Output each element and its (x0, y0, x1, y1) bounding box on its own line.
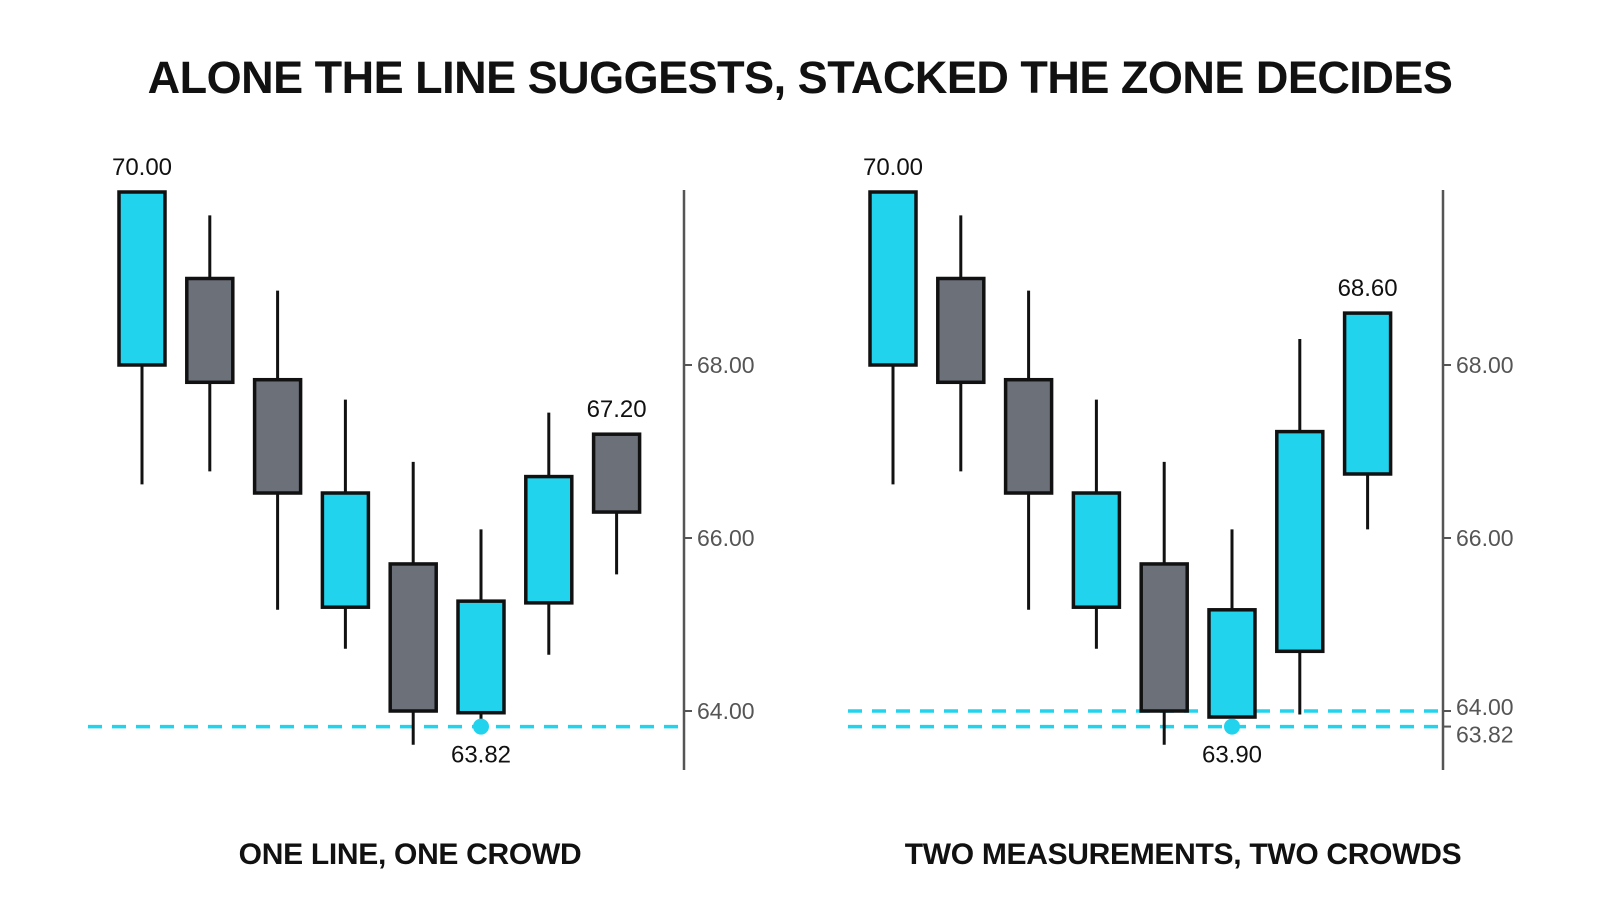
price-label: 70.00 (863, 154, 923, 181)
candle (117, 190, 167, 485)
candle (456, 529, 506, 727)
candle-body (868, 190, 918, 367)
low-marker-dot (473, 718, 489, 735)
candle-body (456, 599, 506, 715)
price-label: 70.00 (112, 154, 172, 181)
candle (524, 412, 574, 655)
candle-body (1275, 429, 1325, 654)
y-tick-label: 63.82 (1456, 722, 1514, 748)
y-tick-label: 64.00 (697, 698, 755, 724)
candle (868, 190, 918, 485)
candle-body (252, 377, 303, 495)
price-label: 67.20 (587, 396, 647, 423)
candle (185, 215, 235, 472)
y-tick-label: 66.00 (1456, 525, 1514, 551)
candle (1275, 339, 1325, 715)
candle-body (1342, 311, 1393, 476)
candle-body (524, 474, 574, 605)
candle (936, 215, 986, 472)
y-tick-label: 68.00 (1456, 352, 1514, 378)
candle-body (1207, 608, 1257, 719)
caption-right: TWO MEASUREMENTS, TWO CROWDS (904, 838, 1462, 871)
low-marker-dot (1224, 718, 1240, 735)
candle-body (1139, 562, 1189, 713)
candle-body (320, 491, 371, 609)
candle (591, 432, 642, 575)
candle (1139, 461, 1189, 745)
candle (1003, 290, 1054, 610)
candle-body (1071, 491, 1122, 609)
candle-body (591, 432, 642, 514)
caption-left: ONE LINE, ONE CROWD (238, 838, 582, 871)
y-tick-label: 64.00 (1456, 694, 1514, 720)
candle (320, 399, 371, 649)
chart-title: ALONE THE LINE SUGGESTS, STACKED THE ZON… (147, 52, 1453, 103)
y-tick-label: 66.00 (697, 525, 755, 551)
candle-body (936, 276, 986, 385)
candle (388, 461, 438, 745)
price-label: 63.82 (451, 742, 511, 769)
candle (252, 290, 303, 610)
candle (1071, 399, 1122, 649)
price-label: 63.90 (1202, 742, 1262, 769)
candle (1342, 311, 1393, 530)
y-tick-label: 68.00 (697, 352, 755, 378)
candle-body (117, 190, 167, 367)
price-label: 68.60 (1338, 275, 1398, 302)
candle (1207, 529, 1257, 720)
candle-body (1003, 377, 1054, 495)
candle-body (388, 562, 438, 713)
candle-body (185, 276, 235, 385)
